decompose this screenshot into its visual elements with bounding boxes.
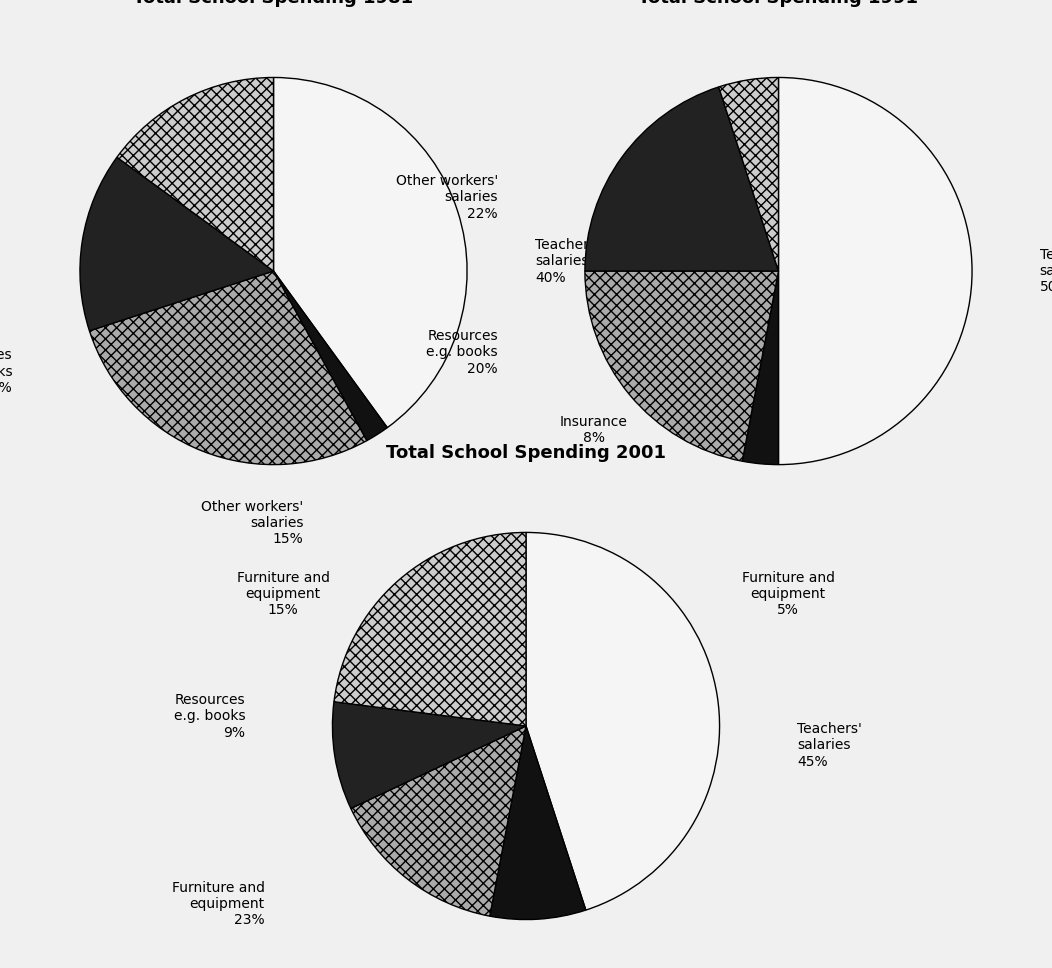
- Text: Resources
e.g. books
15%: Resources e.g. books 15%: [0, 348, 13, 395]
- Wedge shape: [89, 271, 367, 465]
- Wedge shape: [80, 157, 274, 331]
- Title: Total School Spending 1991: Total School Spending 1991: [639, 0, 918, 7]
- Text: Other workers'
salaries
15%: Other workers' salaries 15%: [201, 499, 303, 546]
- Wedge shape: [274, 271, 387, 440]
- Wedge shape: [274, 77, 467, 428]
- Text: Other workers'
salaries
22%: Other workers' salaries 22%: [396, 174, 498, 221]
- Title: Total School Spending 2001: Total School Spending 2001: [386, 443, 666, 462]
- Text: Furniture and
equipment
5%: Furniture and equipment 5%: [742, 571, 834, 618]
- Text: Insurance
8%: Insurance 8%: [560, 415, 628, 445]
- Wedge shape: [585, 271, 778, 461]
- Text: Teachers'
salaries
45%: Teachers' salaries 45%: [797, 722, 862, 769]
- Wedge shape: [490, 726, 586, 920]
- Wedge shape: [778, 77, 972, 465]
- Text: Resources
e.g. books
20%: Resources e.g. books 20%: [426, 329, 498, 376]
- Title: Total School Spending 1981: Total School Spending 1981: [134, 0, 413, 7]
- Text: Resources
e.g. books
9%: Resources e.g. books 9%: [174, 693, 245, 740]
- Wedge shape: [719, 77, 778, 271]
- Wedge shape: [585, 87, 778, 271]
- Wedge shape: [117, 77, 274, 271]
- Wedge shape: [333, 532, 526, 726]
- Wedge shape: [526, 532, 720, 910]
- Text: Teachers'
salaries
50%: Teachers' salaries 50%: [1039, 248, 1052, 294]
- Wedge shape: [351, 726, 526, 916]
- Wedge shape: [743, 271, 778, 465]
- Wedge shape: [332, 702, 526, 808]
- Text: Furniture and
equipment
23%: Furniture and equipment 23%: [171, 881, 265, 927]
- Text: Teachers'
salaries
40%: Teachers' salaries 40%: [534, 238, 600, 285]
- Text: Furniture and
equipment
15%: Furniture and equipment 15%: [237, 571, 329, 618]
